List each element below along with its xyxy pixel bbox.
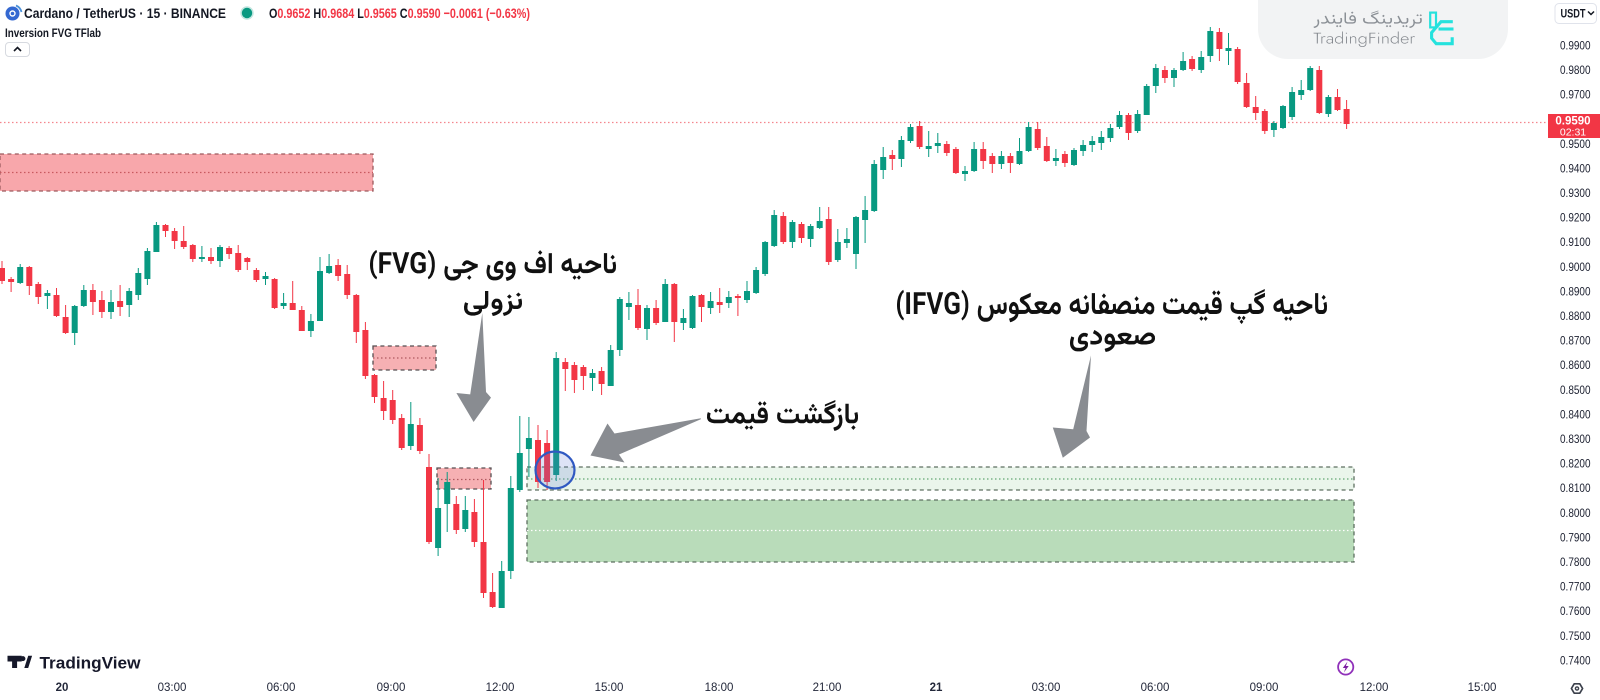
svg-text:06:00: 06:00 <box>1141 682 1170 694</box>
svg-text:15:00: 15:00 <box>1468 682 1497 694</box>
svg-text:18:00: 18:00 <box>705 682 734 694</box>
svg-text:21:00: 21:00 <box>813 682 842 694</box>
svg-text:0.8600: 0.8600 <box>1560 358 1591 372</box>
svg-text:0.9300: 0.9300 <box>1560 186 1591 200</box>
svg-text:O0.9652 H0.9684 L0.9565 C0.959: O0.9652 H0.9684 L0.9565 C0.9590 −0.0061 … <box>269 5 530 21</box>
svg-text:0.8500: 0.8500 <box>1560 383 1591 397</box>
svg-text:0.8400: 0.8400 <box>1560 407 1591 421</box>
svg-text:0.7600: 0.7600 <box>1560 604 1591 618</box>
svg-text:12:00: 12:00 <box>1360 682 1389 694</box>
svg-text:0.8900: 0.8900 <box>1560 284 1591 298</box>
svg-text:Inversion FVG TFlab: Inversion FVG TFlab <box>5 26 101 40</box>
svg-text:0.9000: 0.9000 <box>1560 260 1591 274</box>
svg-text:0.7500: 0.7500 <box>1560 629 1591 643</box>
svg-text:0.9800: 0.9800 <box>1560 63 1591 77</box>
svg-text:0.8700: 0.8700 <box>1560 334 1591 348</box>
svg-text:06:00: 06:00 <box>267 682 296 694</box>
svg-text:0.7700: 0.7700 <box>1560 580 1591 594</box>
svg-text:03:00: 03:00 <box>158 682 187 694</box>
svg-text:USDT: USDT <box>1561 9 1586 21</box>
svg-text:0.9100: 0.9100 <box>1560 235 1591 249</box>
svg-text:0.7900: 0.7900 <box>1560 530 1591 544</box>
svg-text:0.8300: 0.8300 <box>1560 432 1591 446</box>
svg-text:0.8000: 0.8000 <box>1560 506 1591 520</box>
svg-text:09:00: 09:00 <box>1250 682 1279 694</box>
svg-text:0.9700: 0.9700 <box>1560 88 1591 102</box>
svg-text:15:00: 15:00 <box>595 682 624 694</box>
svg-text:03:00: 03:00 <box>1032 682 1061 694</box>
svg-text:TradingView: TradingView <box>40 655 141 673</box>
svg-text:0.9200: 0.9200 <box>1560 211 1591 225</box>
svg-text:0.8800: 0.8800 <box>1560 309 1591 323</box>
svg-text:12:00: 12:00 <box>486 682 515 694</box>
svg-text:Cardano / TetherUS · 15 · BINA: Cardano / TetherUS · 15 · BINANCE <box>24 5 226 21</box>
svg-text:0.8200: 0.8200 <box>1560 457 1591 471</box>
svg-text:0.7400: 0.7400 <box>1560 653 1591 667</box>
svg-text:0.9590: 0.9590 <box>1555 116 1590 128</box>
svg-text:0.9400: 0.9400 <box>1560 161 1591 175</box>
svg-text:09:00: 09:00 <box>377 682 406 694</box>
svg-text:0.8100: 0.8100 <box>1560 481 1591 495</box>
svg-text:0.9500: 0.9500 <box>1560 137 1591 151</box>
svg-text:0.9900: 0.9900 <box>1560 38 1591 52</box>
svg-text:02:31: 02:31 <box>1560 127 1586 139</box>
svg-text:20: 20 <box>56 682 69 694</box>
svg-text:21: 21 <box>930 682 943 694</box>
svg-text:0.7800: 0.7800 <box>1560 555 1591 569</box>
